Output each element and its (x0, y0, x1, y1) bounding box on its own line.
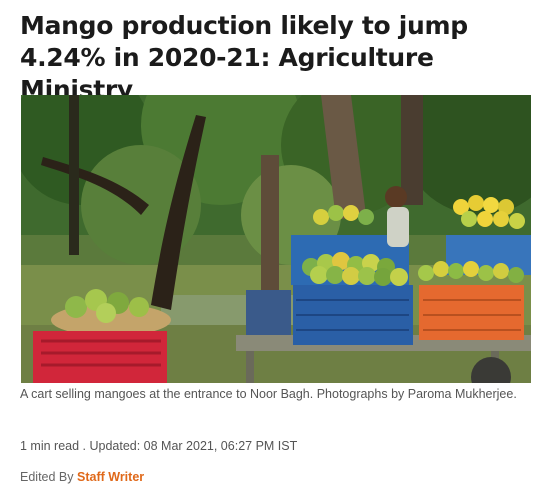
edited-by-label: Edited By (20, 470, 74, 484)
image-caption: A cart selling mangoes at the entrance t… (20, 387, 517, 401)
article-meta: 1 min read . Updated: 08 Mar 2021, 06:27… (20, 439, 298, 453)
editor-name-link[interactable]: Staff Writer (77, 470, 145, 484)
editor-byline: Edited By Staff Writer (20, 470, 144, 484)
hero-image[interactable] (21, 95, 531, 383)
article-headline: Mango production likely to jump 4.24% in… (20, 11, 468, 104)
